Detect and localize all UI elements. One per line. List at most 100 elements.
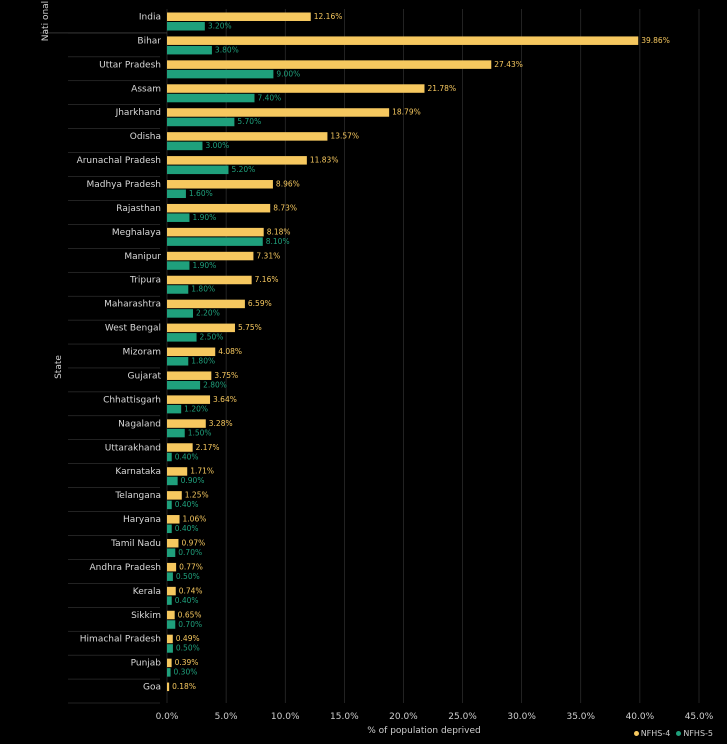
category-label: Arunachal Pradesh — [77, 156, 161, 166]
data-label-nfhs5: 0.50% — [176, 572, 200, 581]
data-label-nfhs5: 7.40% — [257, 93, 281, 102]
data-label-nfhs5: 1.60% — [189, 189, 213, 198]
data-label-nfhs5: 1.80% — [191, 357, 215, 366]
data-label-nfhs5: 2.50% — [200, 333, 224, 342]
data-label-nfhs4: 2.17% — [196, 443, 220, 452]
bar-nfhs5 — [167, 93, 255, 103]
bar-nfhs5 — [167, 69, 274, 79]
data-label-nfhs5: 1.20% — [184, 404, 208, 413]
bar-nfhs4 — [167, 562, 177, 572]
data-label-nfhs4: 0.18% — [172, 682, 196, 691]
data-label-nfhs5: 5.20% — [231, 165, 255, 174]
category-label: Gujarat — [128, 371, 162, 381]
bar-nfhs4 — [167, 323, 235, 333]
data-label-nfhs4: 12.16% — [314, 12, 343, 21]
category-label: Tripura — [129, 276, 161, 286]
data-label-nfhs4: 11.83% — [310, 156, 339, 165]
y-axis-title: State — [54, 355, 64, 379]
bar-nfhs5 — [167, 237, 263, 246]
category-label: Assam — [131, 84, 161, 94]
data-label-nfhs5: 5.70% — [237, 117, 261, 126]
data-label-nfhs4: 0.39% — [175, 658, 199, 667]
bar-nfhs4 — [167, 515, 180, 524]
bar-nfhs5 — [167, 141, 203, 151]
data-label-nfhs5: 0.40% — [175, 596, 199, 605]
bar-nfhs4 — [167, 227, 264, 237]
x-tick-label: 15.0% — [330, 712, 359, 722]
bar-nfhs5 — [167, 189, 186, 199]
data-label-nfhs4: 7.31% — [256, 251, 280, 260]
category-label: Madhya Pradesh — [86, 180, 161, 190]
category-label: Jharkhand — [115, 108, 161, 118]
data-label-nfhs4: 1.25% — [185, 491, 209, 500]
bar-nfhs5 — [167, 620, 176, 629]
data-label-nfhs4: 0.65% — [178, 610, 202, 619]
legend-label-nfhs5: NFHS-5 — [683, 729, 713, 738]
category-label: Chhattisgarh — [103, 395, 161, 405]
category-label: Tamil Nadu — [110, 539, 161, 549]
data-label-nfhs4: 3.75% — [214, 371, 238, 380]
category-label: India — [139, 13, 161, 23]
data-label-nfhs5: 0.50% — [176, 644, 200, 653]
x-tick-label: 5.0% — [215, 712, 238, 722]
bar-nfhs5 — [167, 117, 235, 127]
data-label-nfhs4: 0.74% — [179, 586, 203, 595]
data-label-nfhs4: 13.57% — [330, 132, 359, 141]
legend-item-nfhs5: NFHS-5 — [676, 729, 713, 738]
data-label-nfhs5: 1.90% — [192, 261, 216, 270]
bar-nfhs5 — [167, 452, 172, 462]
bar-nfhs4 — [167, 299, 245, 309]
legend-swatch-nfhs5 — [676, 731, 682, 736]
bar-nfhs5 — [167, 404, 182, 414]
bar-nfhs4 — [167, 634, 173, 644]
bar-nfhs5 — [167, 644, 173, 653]
bar-nfhs5 — [167, 45, 212, 55]
legend-item-nfhs4: NFHS-4 — [633, 729, 670, 738]
bar-nfhs4 — [167, 84, 425, 93]
data-label-nfhs4: 5.75% — [238, 323, 262, 332]
bar-nfhs5 — [167, 476, 178, 486]
data-label-nfhs4: 1.71% — [190, 467, 214, 476]
data-label-nfhs4: 6.59% — [248, 299, 272, 308]
x-tick-label: 45.0% — [685, 712, 714, 722]
data-label-nfhs4: 0.77% — [179, 562, 203, 571]
data-label-nfhs4: 21.78% — [427, 84, 456, 93]
category-label: Maharashtra — [104, 300, 161, 310]
bar-nfhs4 — [167, 156, 307, 165]
x-tick-label: 25.0% — [448, 712, 477, 722]
x-tick-label: 0.0% — [156, 712, 179, 722]
bar-nfhs4 — [167, 251, 254, 261]
category-label: Uttar Pradesh — [99, 60, 161, 70]
data-label-nfhs4: 1.06% — [183, 515, 207, 524]
bar-nfhs4 — [167, 60, 492, 69]
data-label-nfhs4: 27.43% — [494, 60, 523, 69]
category-label: Odisha — [130, 132, 161, 142]
category-label: Himachal Pradesh — [80, 635, 161, 645]
bar-nfhs4 — [167, 12, 311, 21]
bar-nfhs4 — [167, 203, 271, 213]
bars: 12.16% 3.20% 39.86% 3.80% 27.43% 9.00% 21.78% 7… — [167, 12, 670, 692]
category-label: Andhra Pradesh — [90, 563, 161, 573]
data-label-nfhs5: 3.20% — [208, 22, 232, 31]
data-label-nfhs5: 0.30% — [174, 668, 198, 677]
bar-nfhs4 — [167, 491, 182, 500]
data-label-nfhs4: 7.16% — [255, 275, 279, 284]
data-label-nfhs5: 3.80% — [215, 45, 239, 54]
bar-nfhs5 — [167, 572, 173, 581]
bar-nfhs4 — [167, 610, 175, 620]
bar-nfhs5 — [167, 500, 172, 510]
bar-nfhs5 — [167, 548, 176, 557]
category-label: Telangana — [114, 491, 161, 501]
category-label: Manipur — [124, 252, 161, 262]
data-label-nfhs4: 0.97% — [181, 538, 205, 547]
data-label-nfhs5: 0.70% — [178, 548, 202, 557]
bar-nfhs5 — [167, 357, 189, 366]
bar-nfhs5 — [167, 596, 172, 605]
category-label: Kerala — [133, 587, 161, 597]
bar-nfhs4 — [167, 132, 328, 141]
bar-nfhs5 — [167, 333, 197, 342]
category-label: Haryana — [123, 515, 161, 525]
data-label-nfhs5: 9.00% — [276, 69, 300, 78]
bar-nfhs5 — [167, 380, 201, 390]
bar-nfhs4 — [167, 419, 206, 428]
